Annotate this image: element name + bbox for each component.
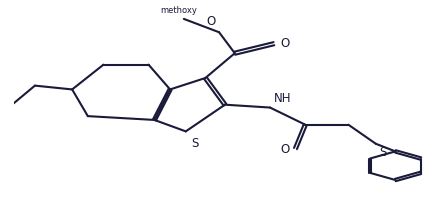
Text: O: O	[280, 143, 289, 156]
Text: NH: NH	[273, 92, 291, 105]
Text: S: S	[191, 137, 198, 150]
Text: methoxy: methoxy	[160, 6, 197, 15]
Text: S: S	[380, 146, 387, 159]
Text: O: O	[206, 15, 215, 28]
Text: O: O	[280, 37, 289, 50]
